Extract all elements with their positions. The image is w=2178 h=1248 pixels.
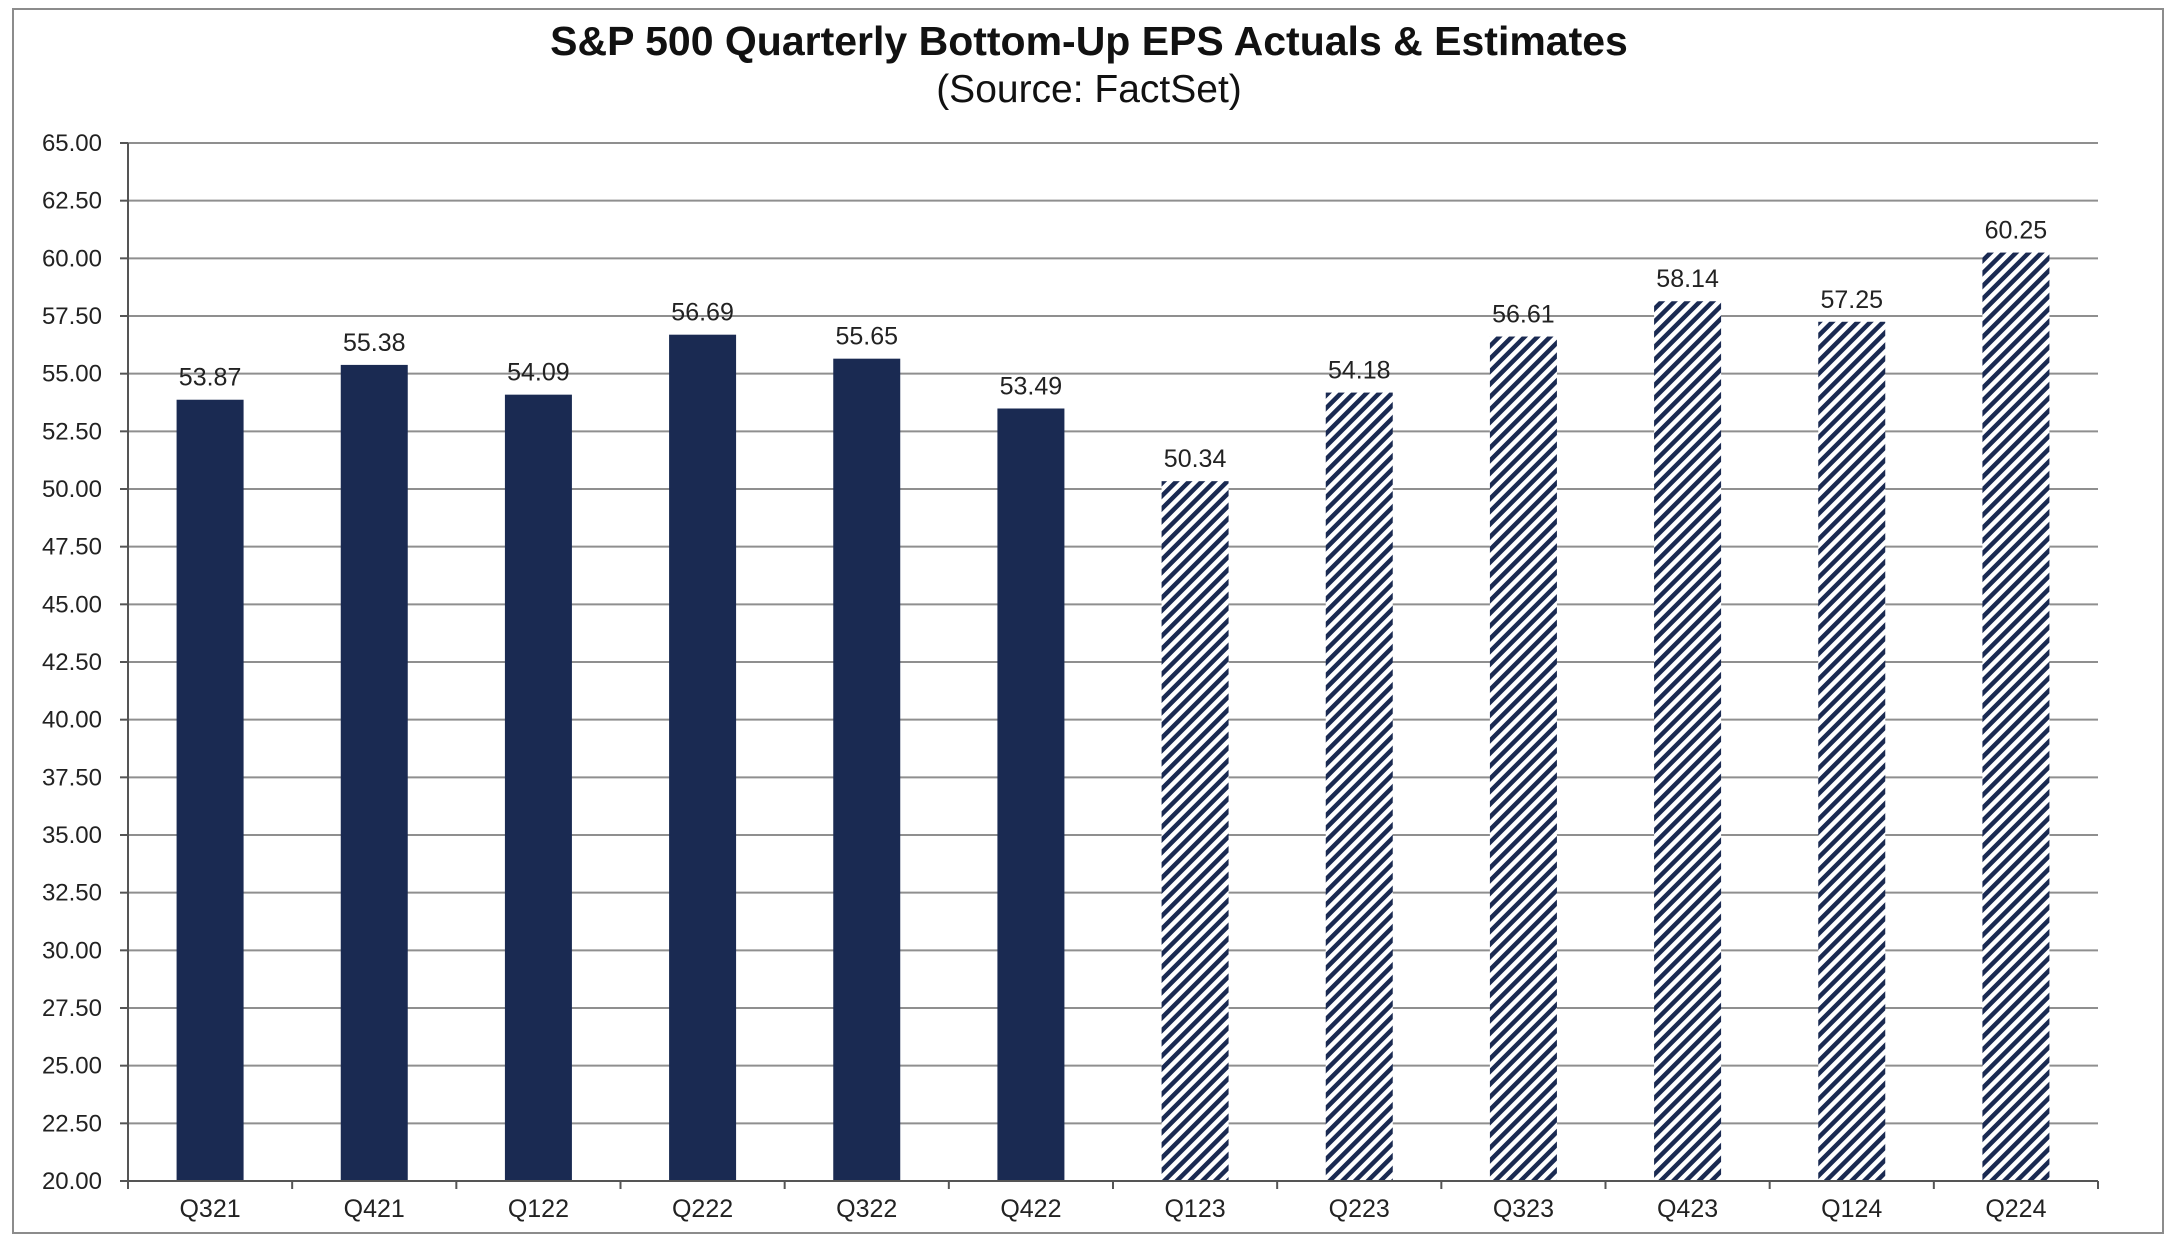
axes <box>120 142 2099 1189</box>
y-tick-label: 62.50 <box>42 188 102 215</box>
chart-title: S&P 500 Quarterly Bottom-Up EPS Actuals … <box>550 18 1628 64</box>
y-tick-label: 30.00 <box>42 937 102 964</box>
x-axis-categories: Q321 Q421 Q122 Q222 Q322 Q422 Q123 Q223 Q323 Q423… <box>179 1195 2046 1223</box>
x-category-label: Q123 <box>1164 1195 1225 1223</box>
x-category-label: Q222 <box>672 1195 733 1223</box>
data-label: 55.38 <box>343 329 406 357</box>
y-tick-label: 22.50 <box>42 1110 102 1137</box>
data-label: 56.69 <box>671 299 734 327</box>
x-category-label: Q224 <box>1985 1195 2046 1223</box>
x-category-label: Q421 <box>344 1195 405 1223</box>
data-label: 54.18 <box>1328 357 1391 385</box>
data-label: 53.49 <box>1000 372 1063 400</box>
data-label: 50.34 <box>1164 445 1227 473</box>
y-tick-label: 52.50 <box>42 418 102 445</box>
y-tick-label: 55.00 <box>42 361 102 388</box>
x-category-label: Q223 <box>1329 1195 1390 1223</box>
x-category-label: Q423 <box>1657 1195 1718 1223</box>
chart-subtitle: (Source: FactSet) <box>936 68 1242 111</box>
x-category-label: Q124 <box>1821 1195 1882 1223</box>
y-tick-label: 45.00 <box>42 591 102 618</box>
bar-q224 <box>1982 252 2050 1182</box>
y-tick-label: 57.50 <box>42 303 102 330</box>
x-category-label: Q422 <box>1000 1195 1061 1223</box>
y-tick-label: 42.50 <box>42 649 102 676</box>
y-tick-label: 32.50 <box>42 880 102 907</box>
bar-q122 <box>504 394 572 1181</box>
bar-q223 <box>1325 392 1393 1182</box>
data-label: 53.87 <box>179 364 242 392</box>
x-category-label: Q322 <box>836 1195 897 1223</box>
y-tick-label: 20.00 <box>42 1168 102 1195</box>
data-label: 56.61 <box>1492 301 1555 329</box>
data-label: 55.65 <box>835 323 898 351</box>
bar-q222 <box>669 334 737 1182</box>
data-label: 58.14 <box>1656 265 1719 293</box>
bar-q421 <box>340 364 408 1181</box>
y-tick-label: 25.00 <box>42 1053 102 1080</box>
x-category-label: Q122 <box>508 1195 569 1223</box>
y-tick-label: 47.50 <box>42 534 102 561</box>
gridlines <box>128 142 2098 1125</box>
y-tick-label: 60.00 <box>42 245 102 272</box>
y-tick-label: 65.00 <box>42 130 102 157</box>
y-tick-label: 40.00 <box>42 707 102 734</box>
y-tick-label: 37.50 <box>42 764 102 791</box>
bar-q423 <box>1654 301 1722 1182</box>
data-label: 60.25 <box>1985 217 2048 245</box>
y-tick-label: 27.50 <box>42 995 102 1022</box>
bars <box>176 252 2050 1182</box>
x-category-label: Q323 <box>1493 1195 1554 1223</box>
y-tick-label: 50.00 <box>42 476 102 503</box>
bar-q322 <box>833 358 901 1181</box>
bar-q422 <box>997 408 1065 1182</box>
data-label: 57.25 <box>1820 286 1883 314</box>
y-axis-ticks: 20.00 22.50 25.00 27.50 30.00 32.50 35.00 37.50… <box>42 130 102 1195</box>
bar-q123 <box>1161 481 1229 1181</box>
y-tick-label: 35.00 <box>42 822 102 849</box>
x-category-label: Q321 <box>179 1195 240 1223</box>
data-labels: 53.87 55.38 54.09 56.69 55.65 53.49 50.34 54.18… <box>179 217 2047 474</box>
data-label: 54.09 <box>507 359 570 387</box>
bar-q321 <box>176 399 244 1181</box>
bar-q323 <box>1489 336 1557 1182</box>
bar-q124 <box>1818 321 1886 1181</box>
